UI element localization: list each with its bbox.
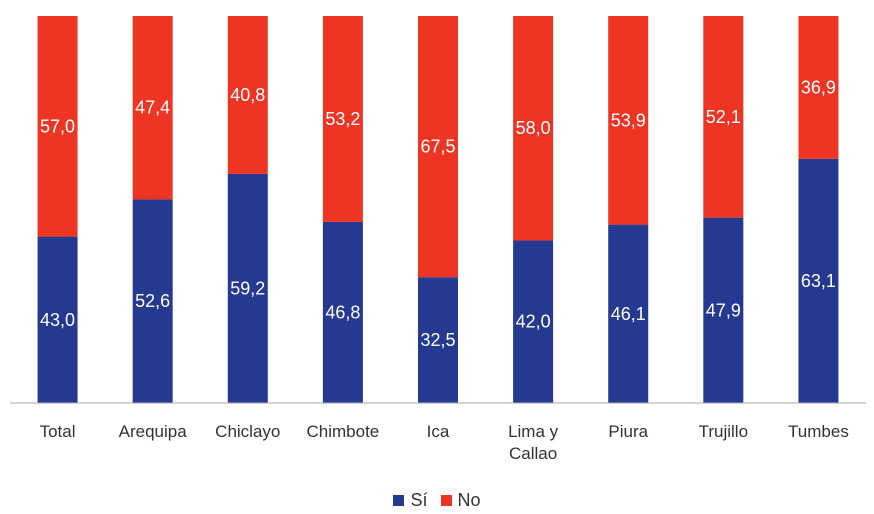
- bar-value-label: 43,0: [40, 310, 75, 330]
- legend-label-no: No: [457, 490, 481, 510]
- bar-si-chiclayo: [227, 173, 268, 403]
- bar-no-total: [37, 16, 78, 237]
- bar-value-label: 52,1: [706, 107, 741, 127]
- bar-value-label: 53,9: [611, 110, 646, 130]
- bar-value-label: 59,2: [230, 278, 265, 298]
- category-label: Lima y Callao: [508, 422, 559, 463]
- bar-value-label: 32,5: [420, 330, 455, 350]
- category-label: Piura: [608, 422, 648, 441]
- bar-no-piura: [608, 16, 649, 225]
- category-label: Chimbote: [307, 422, 380, 441]
- bar-value-label: 63,1: [801, 271, 836, 291]
- bar-si-arequipa: [132, 199, 173, 403]
- legend-item-si: Sí: [393, 490, 427, 511]
- category-label: Ica: [427, 422, 450, 441]
- bar-value-label: 40,8: [230, 85, 265, 105]
- bar-si-tumbes: [798, 158, 839, 403]
- legend-swatch-si: [393, 495, 405, 506]
- bar-value-label: 53,2: [325, 109, 360, 129]
- bar-si-ica: [418, 277, 458, 403]
- bar-no-chiclayo: [227, 16, 268, 174]
- bar-no-ica: [418, 16, 458, 278]
- bar-value-label: 46,1: [611, 304, 646, 324]
- category-label: Total: [40, 422, 76, 441]
- bar-no-tumbes: [798, 16, 839, 159]
- legend-item-no: No: [440, 490, 481, 511]
- bar-value-label: 58,0: [516, 118, 551, 138]
- bar-si-piura: [608, 224, 649, 403]
- bar-no-arequipa: [132, 16, 173, 200]
- bar-value-label: 67,5: [420, 137, 455, 157]
- bar-si-trujillo: [703, 217, 744, 403]
- bar-si-lima-y-callao: [513, 240, 554, 403]
- legend-label-si: Sí: [410, 490, 428, 510]
- legend-swatch-no: [440, 495, 452, 506]
- legend: Sí No: [0, 490, 874, 511]
- stacked-bar-chart: 43,0 57,0 Total 52,6 47,4 Arequipa 59,2 40,8 Chi…: [10, 16, 866, 463]
- bar-value-label: 47,9: [706, 300, 741, 320]
- bar-value-label: 52,6: [135, 291, 170, 311]
- bar-si-total: [37, 236, 78, 403]
- bar-value-label: 36,9: [801, 77, 836, 97]
- bar-value-label: 42,0: [516, 312, 551, 332]
- bar-no-lima-y-callao: [513, 16, 554, 241]
- bar-value-label: 57,0: [40, 116, 75, 136]
- bar-no-chimbote: [322, 16, 363, 222]
- bar-no-trujillo: [703, 16, 744, 218]
- category-label: Tumbes: [788, 422, 849, 441]
- bar-value-label: 46,8: [325, 302, 360, 322]
- category-label: Arequipa: [119, 422, 188, 441]
- bar-si-chimbote: [322, 221, 363, 403]
- bar-value-label: 47,4: [135, 98, 170, 118]
- category-label: Trujillo: [699, 422, 748, 441]
- category-label: Chiclayo: [215, 422, 280, 441]
